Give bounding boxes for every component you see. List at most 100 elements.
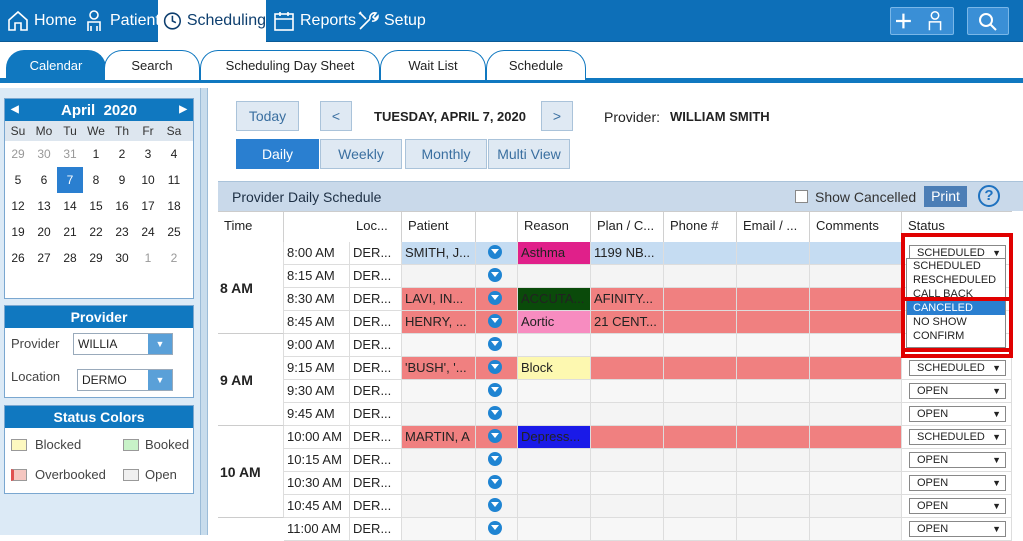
calendar-day[interactable]: 27 bbox=[37, 251, 51, 265]
expand-icon[interactable] bbox=[488, 521, 502, 535]
tab-search[interactable]: Search bbox=[104, 50, 200, 80]
calendar-day[interactable]: 24 bbox=[141, 225, 155, 239]
status-select[interactable]: OPEN ▼ bbox=[909, 452, 1006, 468]
calendar-day[interactable]: 18 bbox=[167, 199, 181, 213]
status-option[interactable]: CONFIRM bbox=[913, 330, 965, 342]
nav-setup[interactable]: Setup bbox=[356, 0, 426, 42]
calendar-day[interactable]: 19 bbox=[11, 225, 25, 239]
calendar-day[interactable]: 12 bbox=[11, 199, 25, 213]
status-option[interactable]: NO SHOW bbox=[913, 316, 967, 328]
calendar-day[interactable]: 23 bbox=[115, 225, 129, 239]
col-phone[interactable]: Phone # bbox=[664, 212, 737, 242]
expand-icon[interactable] bbox=[488, 360, 502, 374]
status-select[interactable]: SCHEDULED ▼ bbox=[909, 245, 1006, 261]
add-patient-button[interactable] bbox=[890, 7, 954, 35]
view-daily-button[interactable]: Daily bbox=[236, 139, 319, 169]
provider-select[interactable]: WILLIA ▼ bbox=[73, 333, 173, 355]
status-select[interactable]: SCHEDULED ▼ bbox=[909, 429, 1006, 445]
expand-icon[interactable] bbox=[488, 245, 502, 259]
tab-calendar[interactable]: Calendar bbox=[6, 50, 106, 80]
calendar-day[interactable]: 20 bbox=[37, 225, 51, 239]
calendar-day[interactable]: 30 bbox=[37, 147, 51, 161]
status-select[interactable]: OPEN ▼ bbox=[909, 498, 1006, 514]
prev-day-button[interactable]: < bbox=[320, 101, 352, 131]
calendar-day[interactable]: 21 bbox=[63, 225, 77, 239]
table-row[interactable]: 9:30 AM DER... OPEN ▼ bbox=[284, 380, 1012, 403]
calendar-day-selected[interactable]: 7 bbox=[57, 167, 83, 193]
tab-wait-list[interactable]: Wait List bbox=[380, 50, 486, 80]
expand-icon[interactable] bbox=[488, 268, 502, 282]
table-row[interactable]: 10:00 AM DER... MARTIN, A Depress... SCHEDUL… bbox=[284, 426, 1012, 449]
table-row[interactable]: 9:45 AM DER... OPEN ▼ bbox=[284, 403, 1012, 426]
calendar-day[interactable]: 11 bbox=[167, 173, 181, 187]
search-button[interactable] bbox=[967, 7, 1009, 35]
table-row[interactable]: 11:00 AM DER... OPEN ▼ bbox=[284, 518, 1012, 541]
calendar-day[interactable]: 17 bbox=[141, 199, 155, 213]
nav-home[interactable]: Home bbox=[6, 0, 77, 42]
calendar-day[interactable]: 30 bbox=[115, 251, 129, 265]
status-select[interactable]: OPEN ▼ bbox=[909, 383, 1006, 399]
next-month-icon[interactable]: ▶ bbox=[179, 104, 187, 115]
show-cancelled-checkbox[interactable] bbox=[795, 190, 808, 203]
calendar-day[interactable]: 28 bbox=[63, 251, 77, 265]
table-row[interactable]: 10:30 AM DER... OPEN ▼ bbox=[284, 472, 1012, 495]
col-actions[interactable] bbox=[476, 212, 518, 242]
status-select[interactable]: OPEN ▼ bbox=[909, 475, 1006, 491]
calendar-day[interactable]: 15 bbox=[89, 199, 103, 213]
status-select[interactable]: SCHEDULED ▼ bbox=[909, 360, 1006, 376]
expand-icon[interactable] bbox=[488, 452, 502, 466]
expand-icon[interactable] bbox=[488, 314, 502, 328]
calendar-day[interactable]: 16 bbox=[115, 199, 129, 213]
calendar-day[interactable]: 2 bbox=[118, 147, 126, 161]
calendar-day[interactable]: 5 bbox=[14, 173, 22, 187]
expand-icon[interactable] bbox=[488, 383, 502, 397]
print-button[interactable]: Print bbox=[924, 186, 967, 207]
panel-splitter[interactable] bbox=[200, 88, 208, 535]
calendar-day[interactable]: 22 bbox=[89, 225, 103, 239]
status-select[interactable]: OPEN ▼ bbox=[909, 406, 1006, 422]
view-multi-button[interactable]: Multi View bbox=[488, 139, 570, 169]
table-row[interactable]: 10:15 AM DER... OPEN ▼ bbox=[284, 449, 1012, 472]
tab-scheduling-day-sheet[interactable]: Scheduling Day Sheet bbox=[200, 50, 380, 80]
calendar-day[interactable]: 8 bbox=[92, 173, 100, 187]
col-comments[interactable]: Comments bbox=[810, 212, 902, 242]
calendar-day[interactable]: 1 bbox=[144, 251, 152, 265]
status-option[interactable]: SCHEDULED bbox=[913, 260, 981, 272]
calendar-day[interactable]: 26 bbox=[11, 251, 25, 265]
col-time[interactable]: Time bbox=[218, 212, 284, 242]
view-monthly-button[interactable]: Monthly bbox=[405, 139, 487, 169]
expand-icon[interactable] bbox=[488, 337, 502, 351]
calendar-day[interactable]: 31 bbox=[63, 147, 77, 161]
calendar-day[interactable]: 25 bbox=[167, 225, 181, 239]
table-row[interactable]: 10:45 AM DER... OPEN ▼ bbox=[284, 495, 1012, 518]
prev-month-icon[interactable]: ◀ bbox=[11, 104, 19, 115]
calendar-day[interactable]: 6 bbox=[40, 173, 48, 187]
calendar-day[interactable]: 29 bbox=[11, 147, 25, 161]
expand-icon[interactable] bbox=[488, 429, 502, 443]
col-patient[interactable]: Patient bbox=[402, 212, 476, 242]
col-location[interactable]: Loc... bbox=[350, 212, 402, 242]
nav-reports[interactable]: Reports bbox=[272, 0, 356, 42]
table-row[interactable]: 8:45 AM DER... HENRY, ... Aortic 21 CENT... bbox=[284, 311, 1012, 334]
nav-scheduling[interactable]: Scheduling bbox=[158, 0, 266, 42]
calendar-day[interactable]: 29 bbox=[89, 251, 103, 265]
nav-patient[interactable]: Patient bbox=[82, 0, 160, 42]
calendar-day[interactable]: 3 bbox=[144, 147, 152, 161]
calendar-day[interactable]: 13 bbox=[37, 199, 51, 213]
status-option[interactable]: RESCHEDULED bbox=[913, 274, 997, 286]
status-option-highlighted[interactable]: CANCELED bbox=[907, 301, 1005, 315]
next-day-button[interactable]: > bbox=[541, 101, 573, 131]
expand-icon[interactable] bbox=[488, 498, 502, 512]
col-status[interactable]: Status bbox=[908, 218, 945, 233]
expand-icon[interactable] bbox=[488, 291, 502, 305]
table-row[interactable]: 9:15 AM DER... 'BUSH', '... Block SCHEDULED ▼ bbox=[284, 357, 1012, 380]
col-reason[interactable]: Reason bbox=[518, 212, 591, 242]
view-weekly-button[interactable]: Weekly bbox=[320, 139, 402, 169]
calendar-day[interactable]: 10 bbox=[141, 173, 155, 187]
expand-icon[interactable] bbox=[488, 475, 502, 489]
calendar-day[interactable]: 9 bbox=[118, 173, 126, 187]
calendar-day[interactable]: 4 bbox=[170, 147, 178, 161]
calendar-day[interactable]: 1 bbox=[92, 147, 100, 161]
calendar-day[interactable]: 2 bbox=[170, 251, 178, 265]
location-select[interactable]: DERMO ▼ bbox=[77, 369, 173, 391]
